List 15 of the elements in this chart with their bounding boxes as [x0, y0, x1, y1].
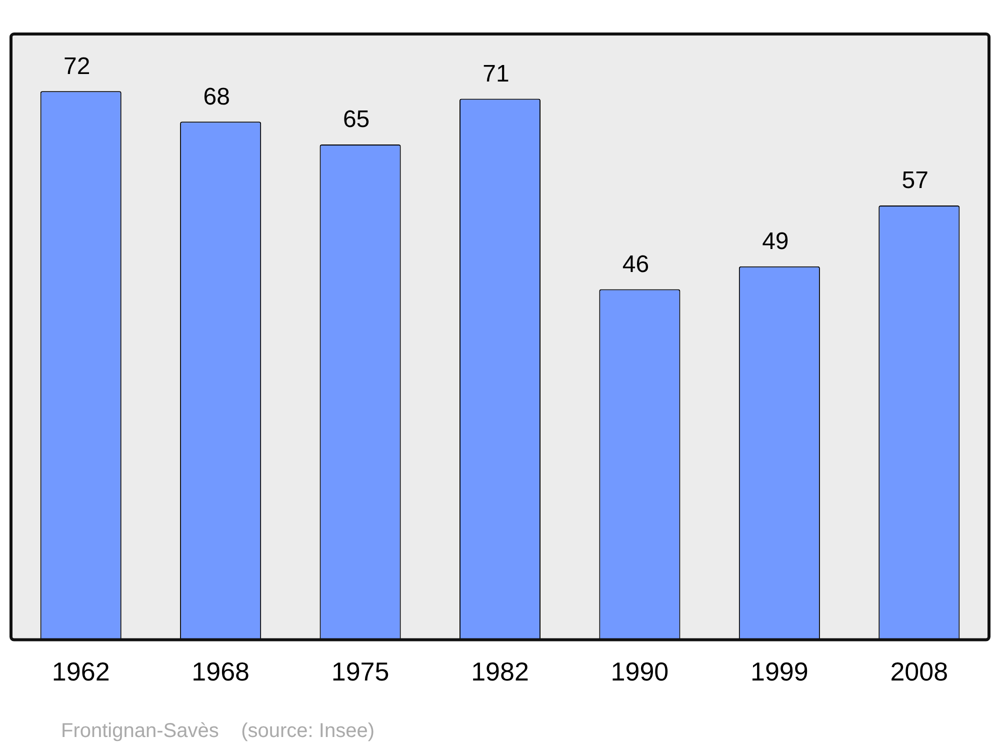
data-label: 68 — [203, 83, 230, 110]
x-tick-label: 1968 — [192, 656, 250, 687]
x-tick-label: 1975 — [331, 656, 390, 687]
data-label: 46 — [622, 250, 650, 278]
data-label: 72 — [64, 52, 90, 80]
text: Frontignan-Savès (source: Insee) — [61, 720, 374, 742]
x-tick-label: 1990 — [610, 656, 669, 687]
data-label: 65 — [342, 106, 370, 134]
data-label: 57 — [902, 167, 928, 194]
x-tick-label: 1982 — [471, 656, 529, 687]
data-label: 49 — [762, 228, 789, 256]
x-tick-label: 1962 — [52, 656, 110, 687]
data-label: 71 — [482, 60, 510, 88]
x-tick-label: 2008 — [890, 656, 948, 687]
x-tick-label: 1999 — [750, 656, 808, 687]
